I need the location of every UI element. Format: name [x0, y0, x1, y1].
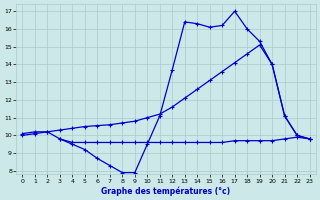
X-axis label: Graphe des températures (°c): Graphe des températures (°c) — [101, 186, 231, 196]
